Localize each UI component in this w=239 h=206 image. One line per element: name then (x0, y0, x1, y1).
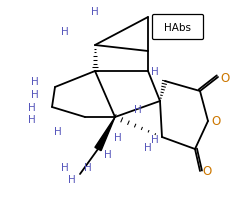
Text: H: H (54, 126, 62, 136)
Text: H: H (68, 174, 76, 184)
Text: H: H (61, 162, 69, 172)
Text: H: H (151, 134, 159, 144)
Text: H: H (31, 90, 39, 99)
Text: H: H (28, 103, 36, 112)
Text: H: H (114, 132, 122, 142)
FancyBboxPatch shape (152, 15, 203, 40)
Polygon shape (95, 117, 115, 151)
Text: H: H (91, 7, 99, 17)
Text: H: H (31, 77, 39, 87)
Text: HAbs: HAbs (164, 23, 191, 33)
Text: H: H (151, 67, 159, 77)
Text: H: H (104, 149, 112, 159)
Text: O: O (220, 71, 230, 84)
Text: H: H (144, 142, 152, 152)
Text: H: H (28, 115, 36, 124)
Text: O: O (211, 115, 221, 128)
Text: H: H (84, 162, 92, 172)
Text: H: H (134, 104, 142, 115)
Text: O: O (202, 165, 212, 178)
Text: H: H (61, 27, 69, 37)
